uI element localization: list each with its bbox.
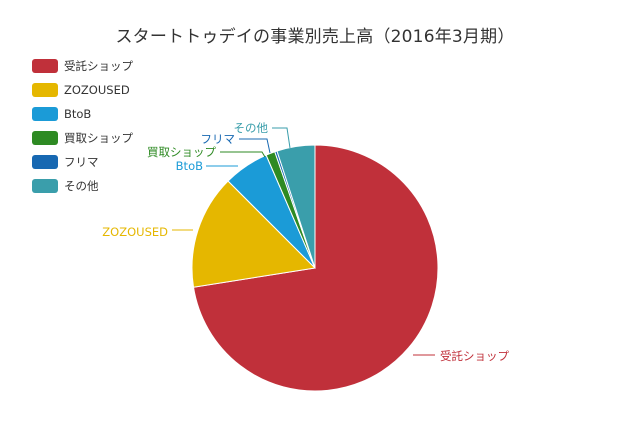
legend-item[interactable]: BtoB [32, 102, 133, 126]
slice-label: 買取ショップ [147, 145, 216, 159]
slice-label: その他 [234, 121, 269, 135]
pie-slice-6[interactable] [276, 144, 316, 269]
slice-label: ZOZOUSED [102, 225, 168, 239]
legend-item[interactable]: 受託ショップ [32, 54, 133, 78]
legend-item[interactable]: フリマ [32, 150, 133, 174]
pie-slice-2[interactable] [191, 180, 317, 288]
slice-label: BtoB [176, 159, 203, 173]
legend-item[interactable]: ZOZOUSED [32, 78, 133, 102]
chart-title: スタートトゥデイの事業別売上高（2016年3月期） [115, 27, 515, 47]
legend-swatch [32, 59, 58, 73]
pie-slice-1[interactable] [192, 144, 439, 392]
slice-label: 受託ショップ [440, 349, 509, 363]
legend-swatch [32, 83, 58, 97]
leader-line [239, 138, 271, 154]
legend-swatch [32, 107, 58, 121]
chart-legend: 受託ショップ ZOZOUSED BtoB 買取ショップ フリマその他 [32, 54, 133, 198]
legend-swatch [32, 179, 58, 193]
legend-label: その他 [64, 179, 99, 193]
legend-swatch [32, 155, 58, 169]
leader-line [220, 151, 266, 158]
legend-label: 受託ショップ [64, 59, 133, 73]
legend-label: 買取ショップ [64, 131, 133, 145]
legend-item[interactable]: 買取ショップ [32, 126, 133, 150]
legend-item[interactable]: その他 [32, 174, 133, 198]
leader-line [272, 127, 291, 149]
legend-swatch [32, 131, 58, 145]
legend-label: BtoB [64, 107, 92, 121]
legend-label: フリマ [64, 155, 99, 169]
legend-label: ZOZOUSED [64, 83, 130, 97]
slice-label: フリマ [201, 132, 236, 146]
